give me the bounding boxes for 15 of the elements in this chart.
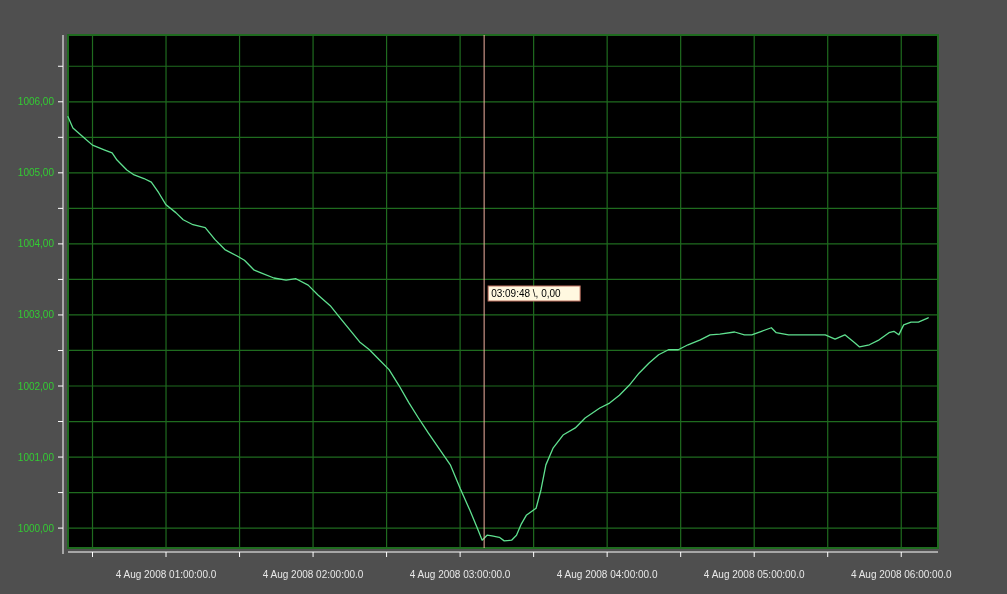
x-tick-label: 4 Aug 2008 03:00:00.0 (409, 569, 511, 580)
line-series (67, 116, 929, 542)
y-tick-label: 1006,00 (17, 96, 55, 108)
y-tick-label: 1001,00 (17, 451, 55, 463)
x-tick-label: 4 Aug 2008 04:00:00.0 (556, 569, 658, 580)
x-tick-label: 4 Aug 2008 05:00:00.0 (703, 569, 805, 580)
x-tick-label: 4 Aug 2008 01:00:00.0 (115, 569, 217, 580)
y-tick-label: 1000,00 (17, 522, 55, 534)
x-tick-label: 4 Aug 2008 06:00:00.0 (850, 569, 952, 580)
y-tick-label: 1002,00 (17, 380, 55, 392)
y-tick-label: 1004,00 (17, 238, 55, 250)
y-tick-label: 1005,00 (17, 167, 55, 179)
ref-line-label: 03:09:48 \, 0,00 (491, 288, 562, 299)
x-tick-label: 4 Aug 2008 02:00:00.0 (262, 569, 364, 580)
y-tick-label: 1003,00 (17, 309, 55, 321)
